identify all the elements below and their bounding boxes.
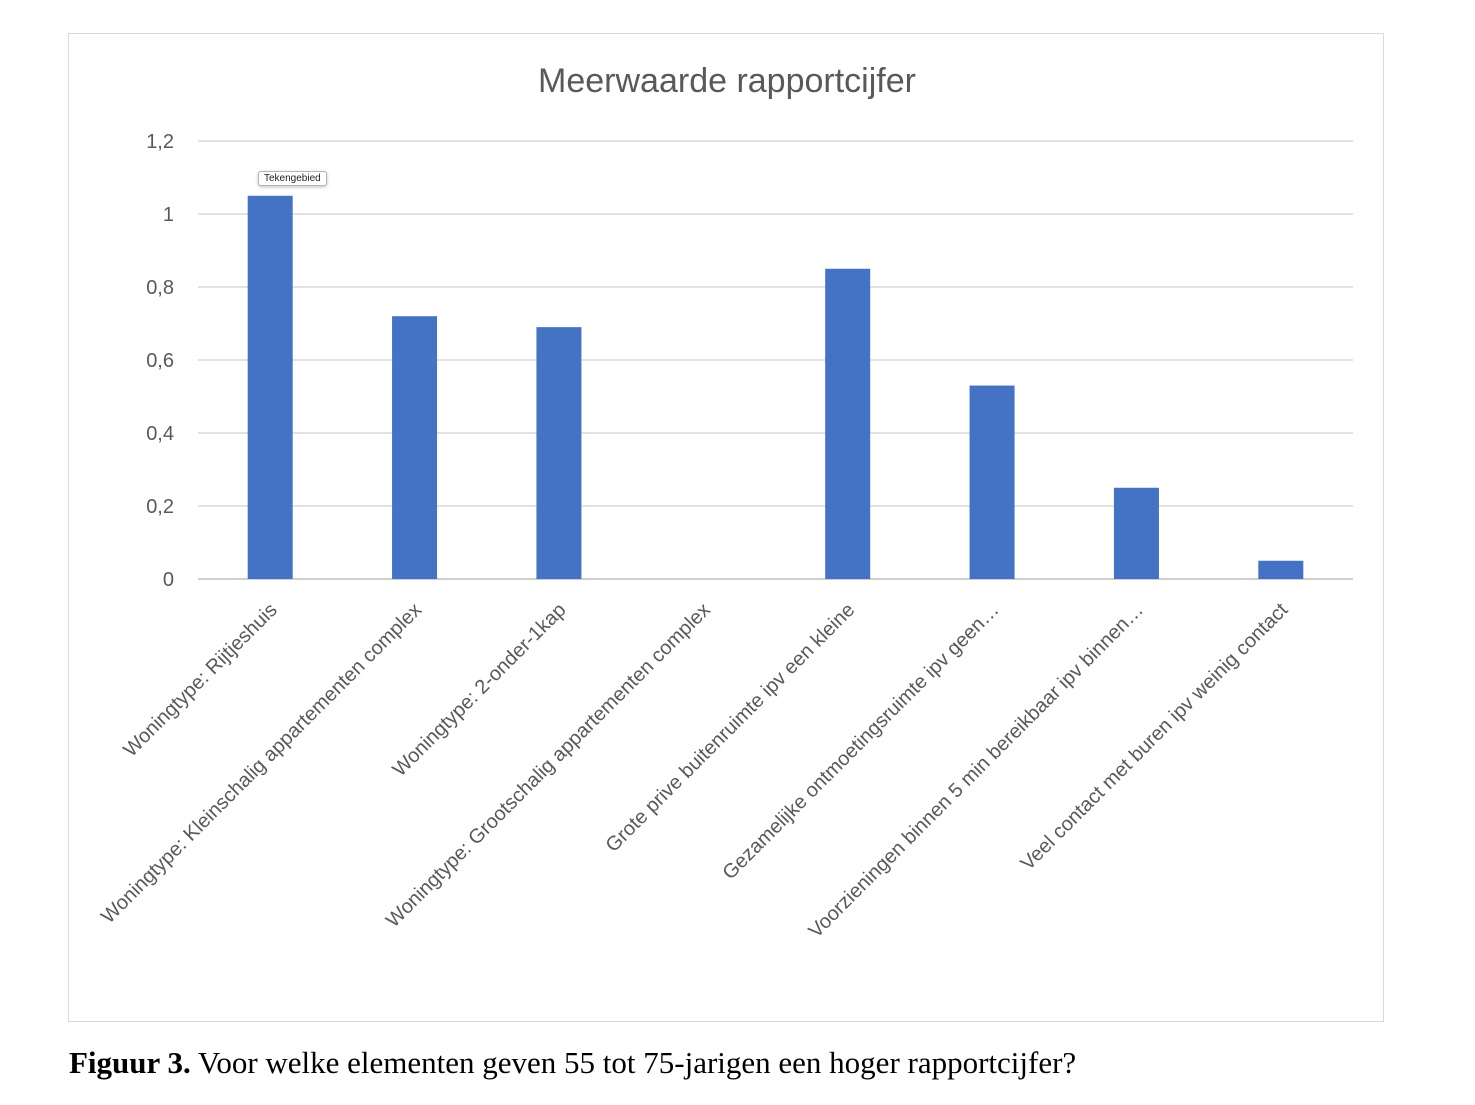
bar xyxy=(825,268,871,579)
bar xyxy=(1258,560,1304,579)
bars xyxy=(247,195,1304,579)
bar-chart: Meerwaarde rapportcijfer 0 0,2 0,4 0,6 0,8 1 1… xyxy=(97,62,1353,943)
y-tick-label: 0,8 xyxy=(146,277,174,299)
x-category-label: Voorzieningen binnen 5 min bereikbaar ip… xyxy=(805,599,1148,942)
x-category-label: Woningtype: Grootschalig appartementen c… xyxy=(382,599,715,932)
chart-area: Meerwaarde rapportcijfer 0 0,2 0,4 0,6 0,8 1 1… xyxy=(68,33,1384,1022)
bar xyxy=(247,195,293,579)
y-axis-ticks: 0 0,2 0,4 0,6 0,8 1 1,2 xyxy=(146,131,174,591)
x-category-label: Woningtype: Kleinschalig appartementen c… xyxy=(97,599,426,928)
bar xyxy=(536,327,582,579)
bar xyxy=(392,316,438,579)
y-tick-label: 0 xyxy=(163,569,174,591)
y-tick-label: 0,4 xyxy=(146,423,174,445)
y-tick-label: 1 xyxy=(163,204,174,226)
bar xyxy=(1113,487,1159,579)
x-category-label: Grote prive buitenruimte ipv een kleine xyxy=(602,599,860,857)
y-tick-label: 0,2 xyxy=(146,496,174,518)
tooltip: Tekengebied xyxy=(258,171,327,186)
caption-label: Figuur 3. xyxy=(69,1045,191,1080)
x-category-label: Gezamelijke ontmoetingsruimte ipv geen… xyxy=(718,599,1003,884)
chart-title: Meerwaarde rapportcijfer xyxy=(538,62,916,100)
gridlines xyxy=(198,140,1353,580)
figure-caption: Figuur 3. Voor welke elementen geven 55 … xyxy=(69,1045,1076,1081)
caption-text: Voor welke elementen geven 55 tot 75-jar… xyxy=(190,1045,1077,1080)
y-tick-label: 0,6 xyxy=(146,350,174,372)
y-tick-label: 1,2 xyxy=(146,131,174,153)
x-category-label: Veel contact met buren ipv weinig contac… xyxy=(1017,599,1293,875)
x-category-label: Woningtype: Rijtjeshuis xyxy=(119,599,281,761)
x-category-label: Woningtype: 2-onder-1kap xyxy=(389,599,571,781)
bar xyxy=(969,385,1015,579)
